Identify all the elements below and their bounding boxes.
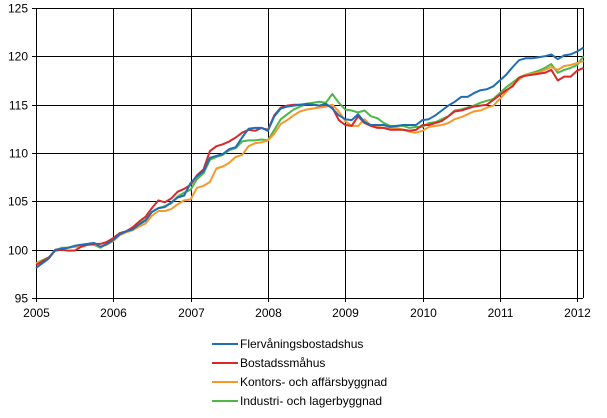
legend-label: Industri- och lagerbyggnad (240, 393, 383, 408)
legend-swatch-red (212, 361, 238, 364)
legend-item-kontors-och-affarsbyggnad: Kontors- och affärsbyggnad (212, 372, 387, 391)
legend-label: Flervåningsbostadshus (240, 336, 364, 351)
x-axis: 2005 2006 2007 2008 2009 2010 2011 2012 (23, 306, 591, 320)
chart-series-lines (35, 46, 585, 269)
legend-swatch-blue (212, 342, 238, 345)
x-tick-label: 2008 (255, 306, 282, 320)
chart-grid (32, 8, 584, 302)
legend-item-industri-och-lagerbyggnad: Industri- och lagerbyggnad (212, 391, 387, 410)
legend-swatch-green (212, 399, 238, 402)
x-tick-label: 2012 (564, 306, 591, 320)
legend-label: Kontors- och affärsbyggnad (240, 374, 388, 389)
legend-item-flervaningsbostadshus: Flervåningsbostadshus (212, 334, 387, 353)
y-tick-label: 125 (8, 2, 28, 16)
x-tick-label: 2009 (332, 306, 359, 320)
x-tick-label: 2007 (178, 306, 205, 320)
y-tick-label: 120 (8, 50, 28, 64)
y-axis: 95 100 105 110 115 120 125 (8, 2, 28, 306)
y-tick-label: 115 (9, 99, 28, 113)
legend-label: Bostadssmåhus (240, 355, 326, 370)
y-tick-label: 100 (8, 244, 28, 258)
chart-legend: Flervåningsbostadshus Bostadssmåhus Kont… (212, 334, 387, 410)
legend-swatch-orange (212, 380, 238, 383)
x-tick-label: 2006 (100, 306, 127, 320)
x-tick-label: 2005 (23, 306, 50, 320)
series-line (35, 46, 585, 269)
x-tick-label: 2011 (488, 306, 514, 320)
x-tick-label: 2010 (410, 306, 437, 320)
legend-item-bostadssmahus: Bostadssmåhus (212, 353, 387, 372)
series-line (35, 55, 585, 265)
y-tick-label: 105 (8, 195, 28, 209)
y-tick-label: 110 (9, 147, 28, 161)
y-tick-label: 95 (15, 292, 29, 306)
